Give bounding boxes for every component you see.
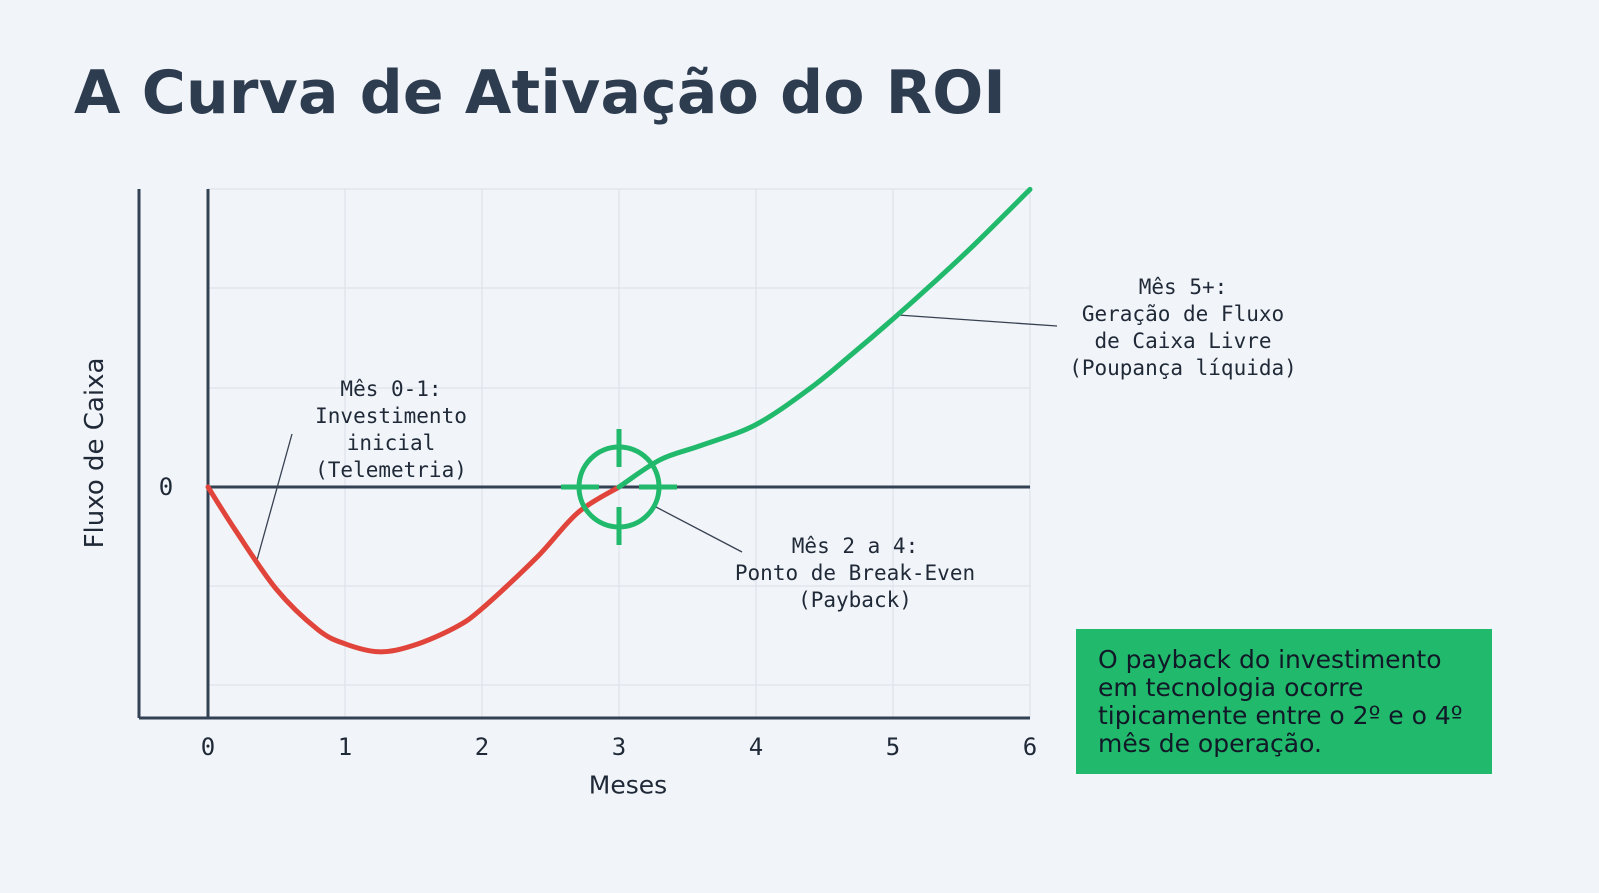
page-title: A Curva de Ativação do ROI — [74, 58, 1006, 128]
x-tick-label: 6 — [1023, 733, 1037, 761]
x-tick-label: 1 — [338, 733, 352, 761]
annotation-leader-line — [256, 433, 293, 561]
series-line-return — [616, 186, 1033, 490]
annotation-leader-line — [897, 314, 1058, 327]
series-line-investment — [205, 484, 622, 655]
x-tick-label: 2 — [475, 733, 489, 761]
annotation-initial-investment: Mês 0-1: Investimento inicial (Telemetri… — [315, 377, 467, 482]
x-tick-label: 0 — [201, 733, 215, 761]
y-tick-label: 0 — [159, 473, 173, 501]
x-tick-label: 3 — [612, 733, 626, 761]
y-axis-label: Fluxo de Caixa — [80, 357, 110, 549]
x-tick-label: 5 — [886, 733, 900, 761]
x-axis-label: Meses — [588, 770, 668, 800]
annotation-break-even: Mês 2 a 4: Ponto de Break-Even (Payback) — [734, 534, 976, 612]
x-tick-label: 4 — [749, 733, 763, 761]
annotation-free-cash-flow: Mês 5+: Geração de Fluxo de Caixa Livre … — [1069, 275, 1297, 380]
annotation-leader-line — [655, 506, 743, 553]
payback-note: O payback do investimento em tecnologia … — [1076, 629, 1492, 774]
